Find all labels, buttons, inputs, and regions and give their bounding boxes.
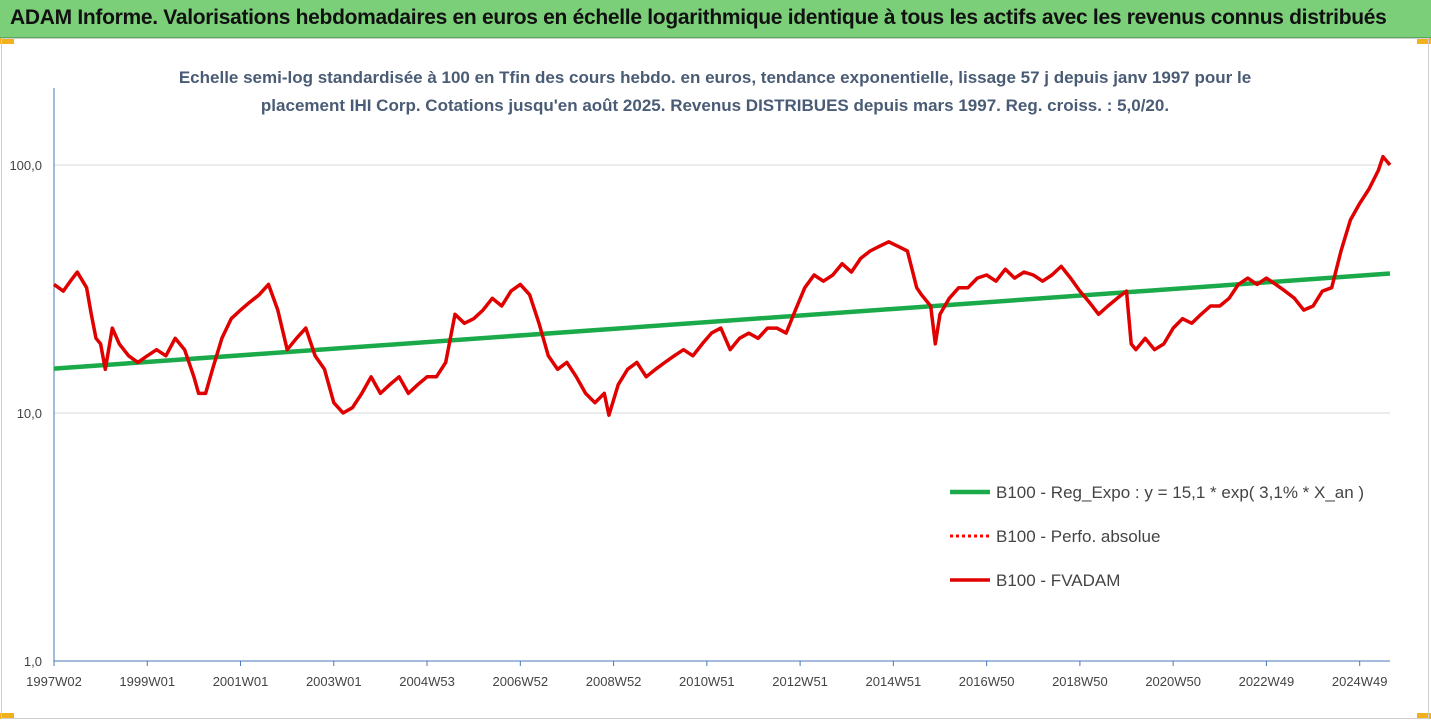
title-banner: ADAM Informe. Valorisations hebdomadaire… bbox=[0, 0, 1431, 38]
corner-marker-bottom-right bbox=[1417, 713, 1431, 719]
x-tick-label-2: 2001W01 bbox=[213, 674, 269, 689]
x-tick-label-0: 1997W02 bbox=[26, 674, 82, 689]
x-tick-label-14: 2024W49 bbox=[1332, 674, 1388, 689]
chart-title: Echelle semi-log standardisée à 100 en T… bbox=[178, 68, 1252, 115]
y-tick-label-2: 100,0 bbox=[9, 158, 42, 173]
x-tick-label-1: 1999W01 bbox=[119, 674, 175, 689]
x-tick-label-7: 2010W51 bbox=[679, 674, 735, 689]
x-tick-label-6: 2008W52 bbox=[586, 674, 642, 689]
axes: 1,0 10,0 100,0 1997W02 1999W01 2001W01 2003W01… bbox=[9, 88, 1390, 689]
gridlines bbox=[54, 164, 1390, 414]
x-tick-label-12: 2020W50 bbox=[1145, 674, 1201, 689]
corner-marker-bottom-left bbox=[0, 713, 14, 719]
x-tick-label-5: 2006W52 bbox=[492, 674, 548, 689]
trend-line bbox=[53, 271, 1391, 371]
x-tick-label-11: 2018W50 bbox=[1052, 674, 1108, 689]
y-tick-label-1: 10,0 bbox=[17, 406, 42, 421]
x-tick-label-9: 2014W51 bbox=[866, 674, 922, 689]
y-tick-label-0: 1,0 bbox=[24, 654, 42, 669]
corner-marker-top-left bbox=[0, 38, 14, 44]
chart-frame bbox=[1, 38, 1429, 719]
legend: B100 - Reg_Expo : y = 15,1 * exp( 3,1% *… bbox=[950, 483, 1364, 590]
legend-label-0: B100 - Reg_Expo : y = 15,1 * exp( 3,1% *… bbox=[996, 483, 1364, 502]
legend-label-1: B100 - Perfo. absolue bbox=[996, 527, 1160, 546]
series-layer bbox=[52, 154, 1392, 417]
fvadam-line bbox=[52, 154, 1392, 417]
x-tick-label-8: 2012W51 bbox=[772, 674, 828, 689]
x-tick-label-4: 2004W53 bbox=[399, 674, 455, 689]
legend-label-2: B100 - FVADAM bbox=[996, 571, 1120, 590]
x-tick-label-10: 2016W50 bbox=[959, 674, 1015, 689]
x-tick-label-3: 2003W01 bbox=[306, 674, 362, 689]
corner-marker-top-right bbox=[1417, 38, 1431, 44]
x-tick-label-13: 2022W49 bbox=[1239, 674, 1295, 689]
banner-title: ADAM Informe. Valorisations hebdomadaire… bbox=[10, 6, 1387, 29]
